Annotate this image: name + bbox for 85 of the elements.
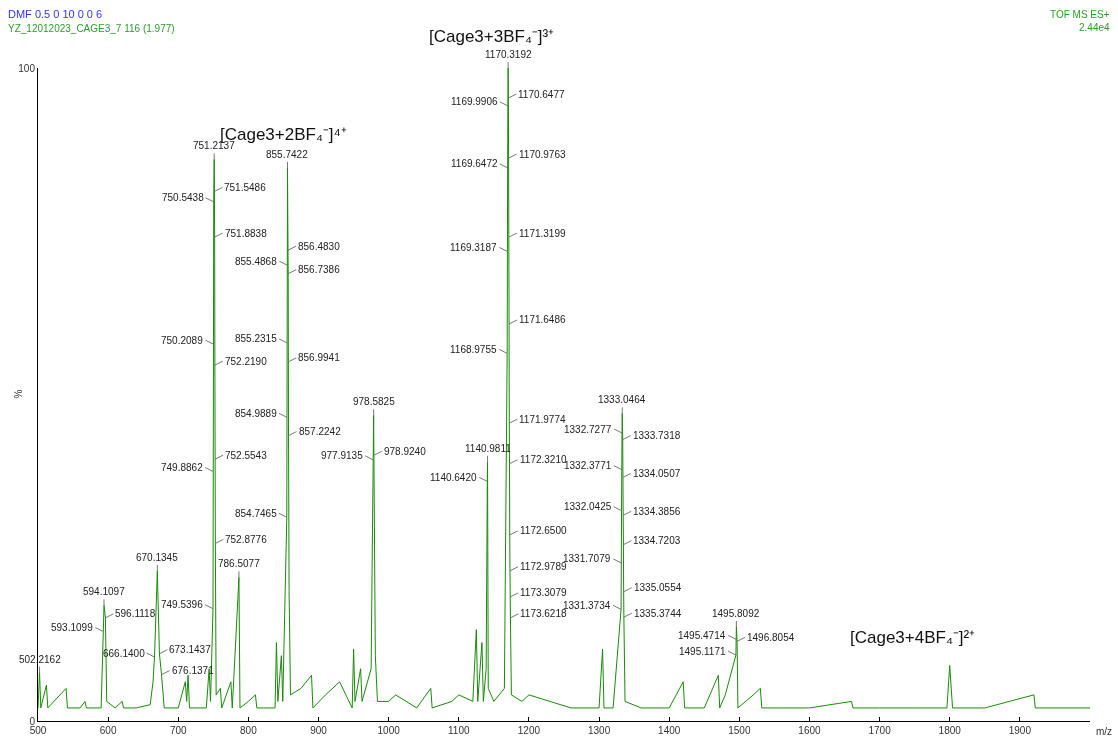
annotation: 750.5438 — [162, 192, 205, 203]
x-tick-label: 1300 — [587, 725, 611, 736]
x-tick-label: 1200 — [517, 725, 541, 736]
annotation: 1334.0507 — [633, 468, 681, 479]
annotation: 751.5486 — [224, 182, 267, 193]
annotation: 1170.6477 — [518, 89, 565, 100]
annotation: 1171.9774 — [519, 414, 566, 425]
annotation: 1168.9755 — [450, 344, 497, 355]
annotation: 1496.8054 — [747, 632, 795, 643]
y-tick-label: 100 — [18, 62, 36, 74]
text: [Cage3+3BF₄⁻]³⁺ — [429, 27, 555, 46]
annotation: 1334.3856 — [633, 506, 681, 517]
chart-title: DMF 0.5 0 10 0 0 6 — [8, 8, 103, 20]
annotation: 1334.7203 — [633, 535, 681, 546]
annotation: 854.9889 — [235, 408, 278, 419]
annotation: 752.8776 — [225, 534, 268, 545]
annotation: 1170.9763 — [519, 149, 566, 160]
annotation: 673.1437 — [169, 644, 212, 655]
annotation: 1495.4714 — [678, 630, 726, 641]
annotation: 855.2315 — [235, 333, 278, 344]
text: 2.44e4 — [1079, 22, 1111, 33]
x-tick-label: 1900 — [1008, 725, 1032, 736]
annotation: 1335.0554 — [634, 582, 682, 593]
annotation: 786.5077 — [218, 558, 261, 569]
x-axis-title: m/z — [1096, 726, 1113, 737]
annotation: 854.7465 — [235, 508, 278, 519]
annotation: 1172.3210 — [520, 454, 567, 465]
annotation: 749.8862 — [161, 462, 204, 473]
annotation: 1169.6472 — [451, 158, 498, 169]
annotation: 1171.3199 — [519, 228, 566, 239]
annotation: 1169.3187 — [450, 242, 497, 253]
annotation: 1332.3771 — [564, 460, 612, 471]
annotation: 670.1345 — [136, 552, 179, 563]
annotation: 1333.0464 — [598, 394, 646, 405]
x-tick-label: 1600 — [798, 725, 822, 736]
annotation: 666.1400 — [103, 648, 146, 659]
annotation: 977.9135 — [321, 450, 364, 461]
text: TOF MS ES+ — [1050, 9, 1110, 20]
annotation: 1140.6420 — [430, 472, 477, 483]
annotation: 750.2089 — [161, 335, 204, 346]
annotation: 1171.6486 — [519, 314, 566, 325]
x-tick-label: 1500 — [728, 725, 751, 736]
annotation: 1495.8092 — [712, 608, 760, 619]
chart-subtitle: YZ_12012023_CAGE3_7 116 (1.977) — [8, 23, 175, 34]
annotation: 1332.0425 — [564, 501, 612, 512]
x-tick-label: 700 — [169, 725, 188, 736]
annotation: 751.8838 — [225, 228, 268, 239]
annotation: 593.1099 — [51, 622, 94, 633]
annotation: 1333.7318 — [633, 430, 681, 441]
annotation: 1332.7277 — [564, 424, 612, 435]
annotation: 752.2190 — [225, 356, 268, 367]
annotation: 1172.6500 — [520, 525, 567, 536]
y-tick-label: 0 — [29, 715, 36, 727]
x-tick-label: 900 — [310, 725, 328, 736]
annotation: 1172.9789 — [520, 561, 567, 572]
annotation: [Cage3+4BF₄⁻]²⁺ — [850, 628, 976, 647]
x-tick-label: 600 — [99, 725, 117, 736]
annotation: 1169.9906 — [451, 96, 498, 107]
y-axis-title: % — [12, 389, 24, 399]
annotation: 1331.3734 — [563, 600, 611, 611]
annotation: 855.4868 — [235, 256, 278, 267]
annotation: 752.5543 — [225, 450, 268, 461]
annotation: 1495.1171 — [679, 646, 726, 657]
annotation: 596.1118 — [115, 608, 156, 619]
annotation: 1173.3079 — [520, 587, 567, 598]
annotation: 1331.7079 — [563, 553, 611, 564]
x-tick-label: 1400 — [658, 725, 681, 736]
x-tick-label: 1800 — [938, 725, 962, 736]
annotation: 978.5825 — [353, 396, 396, 407]
x-tick-label: 1700 — [868, 725, 892, 736]
x-tick-label: 1000 — [377, 725, 401, 736]
annotation: 1173.6218 — [520, 608, 567, 619]
annotation: 749.5396 — [161, 599, 204, 610]
annotation: 1335.3744 — [634, 608, 682, 619]
annotation: 978.9240 — [384, 446, 427, 457]
annotation: 594.1097 — [83, 586, 126, 597]
x-tick-label: 1100 — [448, 725, 470, 736]
x-tick-label: 800 — [240, 725, 258, 736]
x-tick-label: 500 — [29, 725, 47, 736]
annotation: 855.7422 — [266, 149, 309, 160]
annotation: 1170.3192 — [485, 49, 532, 60]
annotation: 856.7386 — [298, 264, 341, 275]
annotation: 856.9941 — [298, 352, 341, 363]
annotation: 857.2242 — [299, 426, 342, 437]
annotation: 856.4830 — [298, 241, 341, 252]
